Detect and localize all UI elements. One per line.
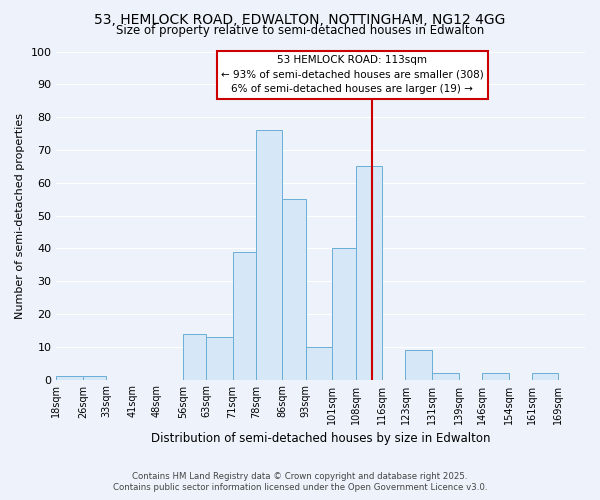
- Bar: [206, 337, 233, 380]
- X-axis label: Distribution of semi-detached houses by size in Edwalton: Distribution of semi-detached houses by …: [151, 432, 490, 445]
- Bar: [256, 130, 283, 380]
- Bar: [56, 376, 83, 380]
- Bar: [306, 347, 332, 380]
- Text: 53, HEMLOCK ROAD, EDWALTON, NOTTINGHAM, NG12 4GG: 53, HEMLOCK ROAD, EDWALTON, NOTTINGHAM, …: [94, 12, 506, 26]
- Bar: [233, 252, 256, 380]
- Bar: [356, 166, 382, 380]
- Text: Contains HM Land Registry data © Crown copyright and database right 2025.
Contai: Contains HM Land Registry data © Crown c…: [113, 472, 487, 492]
- Bar: [482, 373, 509, 380]
- Bar: [183, 334, 206, 380]
- Bar: [332, 248, 356, 380]
- Bar: [83, 376, 106, 380]
- Bar: [406, 350, 432, 380]
- Bar: [532, 373, 559, 380]
- Text: 53 HEMLOCK ROAD: 113sqm
← 93% of semi-detached houses are smaller (308)
6% of se: 53 HEMLOCK ROAD: 113sqm ← 93% of semi-de…: [221, 55, 484, 94]
- Bar: [283, 199, 306, 380]
- Y-axis label: Number of semi-detached properties: Number of semi-detached properties: [15, 112, 25, 318]
- Bar: [432, 373, 458, 380]
- Text: Size of property relative to semi-detached houses in Edwalton: Size of property relative to semi-detach…: [116, 24, 484, 37]
